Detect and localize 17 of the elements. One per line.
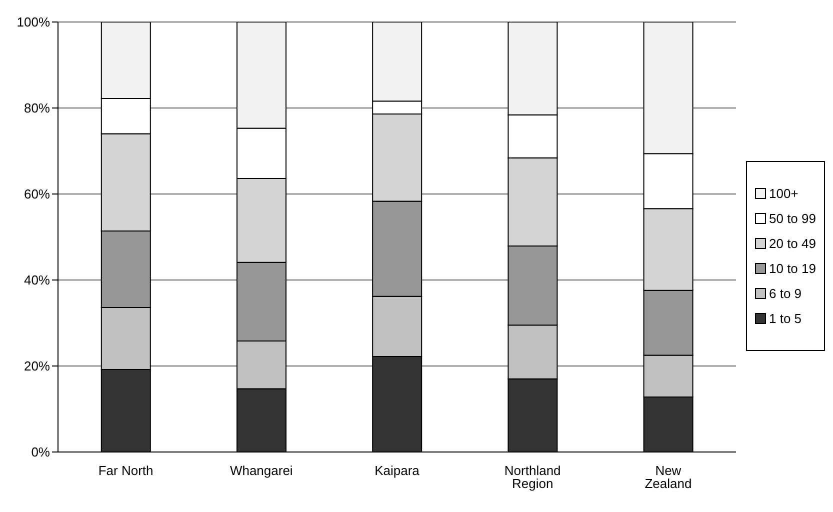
y-tick-label: 100% [16, 14, 50, 30]
legend-label: 1 to 5 [769, 311, 802, 326]
legend-label: 100+ [769, 186, 798, 201]
legend-label: 20 to 49 [769, 236, 816, 251]
y-tick-label: 40% [24, 272, 50, 288]
x-tick-label: New Zealand [644, 463, 692, 492]
y-tick-label: 80% [24, 100, 50, 116]
x-tick-label: Far North [98, 463, 154, 478]
y-tick-label: 60% [24, 186, 50, 202]
legend-label: 6 to 9 [769, 286, 802, 301]
x-tick-label: Kaipara [374, 463, 420, 478]
legend-label: 50 to 99 [769, 211, 816, 226]
y-tick-label: 20% [24, 358, 50, 374]
x-tick-label: Northland Region [504, 463, 561, 492]
legend-label: 10 to 19 [769, 261, 816, 276]
y-tick-label: 0% [31, 444, 50, 460]
x-tick-label: Whangarei [230, 463, 293, 478]
